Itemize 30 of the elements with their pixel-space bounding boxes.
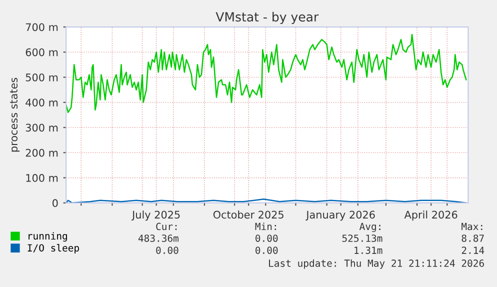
text: Avg: <box>359 222 380 232</box>
y-tick-label: 600 m <box>26 48 58 56</box>
text: Min: <box>255 222 276 230</box>
chart-title: VMstat - by year <box>216 12 319 24</box>
legend-label: running <box>28 232 67 242</box>
text: 0.00 <box>256 234 278 242</box>
y-tick-label: 100 m <box>26 174 58 182</box>
text: Last update: Thu May 21 21:11:24 2026 <box>269 259 484 269</box>
x-tick-label: July 2025 <box>132 210 180 221</box>
text: 525.13m <box>342 234 382 242</box>
y-axis-title: process states <box>10 78 20 152</box>
text: Max: <box>462 222 482 230</box>
text: 8.87 <box>462 234 484 242</box>
y-tick-label: 0 <box>52 199 58 208</box>
y-tick-label: 500 m <box>26 73 58 82</box>
text: 0.00 <box>256 246 278 254</box>
y-tick-label: 700 m <box>26 23 58 32</box>
text: 2.14 <box>462 246 484 254</box>
text: Cur: <box>156 222 177 230</box>
x-tick-label: October 2025 <box>213 210 284 219</box>
text: 0.00 <box>156 246 178 254</box>
y-tick-label: 200 m <box>26 148 58 157</box>
x-tick-label: April 2026 <box>404 210 458 221</box>
y-tick-label: 400 m <box>26 98 58 106</box>
text: 1.31m <box>354 246 382 254</box>
text: 483.36m <box>138 234 178 242</box>
legend-label: I/O sleep <box>28 244 79 254</box>
line-series <box>66 34 467 114</box>
y-tick-label: 300 m <box>26 124 58 132</box>
x-tick-label: January 2026 <box>306 210 375 221</box>
